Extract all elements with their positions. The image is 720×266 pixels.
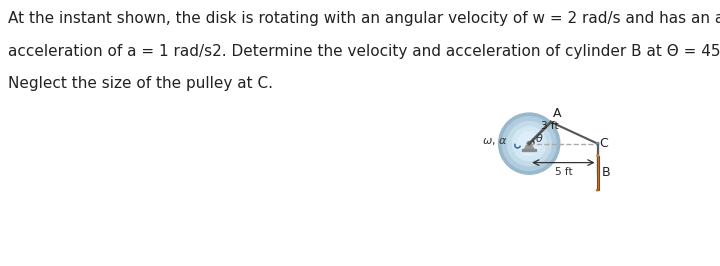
Text: $\omega$, $\alpha$: $\omega$, $\alpha$ (482, 136, 507, 147)
Polygon shape (523, 149, 536, 151)
Circle shape (513, 127, 546, 160)
Circle shape (518, 132, 541, 155)
Text: acceleration of a = 1 rad/s2. Determine the velocity and acceleration of cylinde: acceleration of a = 1 rad/s2. Determine … (8, 44, 720, 59)
Text: 5 ft: 5 ft (554, 167, 572, 177)
Polygon shape (525, 146, 534, 149)
Text: At the instant shown, the disk is rotating with an angular velocity of w = 2 rad: At the instant shown, the disk is rotati… (8, 11, 720, 26)
Text: $\theta$: $\theta$ (535, 132, 544, 144)
Circle shape (507, 122, 552, 166)
Ellipse shape (596, 155, 599, 156)
Text: B: B (602, 167, 611, 180)
Text: 3 ft: 3 ft (541, 121, 559, 131)
Text: Neglect the size of the pulley at C.: Neglect the size of the pulley at C. (8, 76, 273, 91)
Text: C: C (600, 137, 608, 150)
Circle shape (597, 143, 598, 145)
Circle shape (503, 117, 556, 171)
Circle shape (499, 113, 559, 174)
Text: A: A (553, 107, 562, 120)
Ellipse shape (596, 190, 599, 191)
Polygon shape (597, 142, 598, 173)
Circle shape (527, 142, 531, 146)
FancyBboxPatch shape (596, 156, 599, 190)
